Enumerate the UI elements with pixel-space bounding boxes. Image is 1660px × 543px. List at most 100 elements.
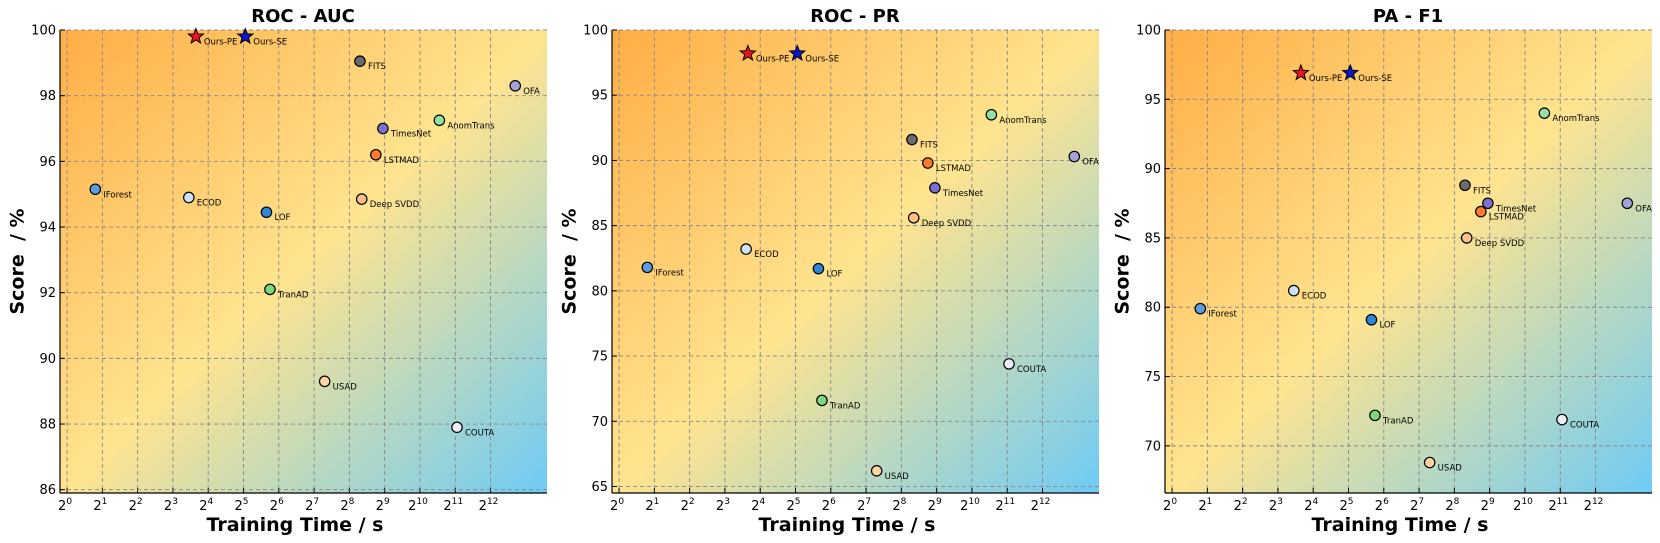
plot-background — [60, 30, 547, 493]
data-point — [355, 193, 368, 205]
data-point-star — [1341, 63, 1360, 81]
x-tick-label: 28 — [340, 497, 354, 514]
x-tick-label: 211 — [443, 497, 463, 514]
point-label: LOF — [274, 213, 290, 223]
x-tick-label: 24 — [1304, 497, 1318, 514]
x-tick-label: 212 — [1584, 497, 1604, 514]
point-label: TimesNet — [390, 130, 432, 140]
x-tick-label: 24 — [751, 497, 765, 514]
data-point — [929, 182, 941, 194]
x-tick-label: 210 — [1513, 497, 1533, 514]
x-tick-label: 27 — [1410, 497, 1424, 514]
data-point — [1460, 232, 1473, 244]
y-tick-label: 86 — [39, 483, 56, 498]
point-label: LOF — [826, 270, 842, 280]
y-axis-label: Score / % — [1112, 208, 1134, 314]
x-tick-label: 22 — [1234, 497, 1248, 514]
y-tick-label: 90 — [1144, 162, 1161, 177]
y-tick-label: 80 — [1144, 301, 1161, 316]
y-tick-label: 75 — [1144, 370, 1161, 385]
x-tick-label: 26 — [270, 497, 284, 514]
point-label: COUTA — [465, 428, 494, 438]
point-label: FITS — [1473, 186, 1491, 196]
data-point — [1365, 313, 1378, 326]
y-tick-label: 88 — [39, 418, 56, 433]
point-label: FITS — [368, 62, 386, 72]
x-tick-label: 23 — [716, 497, 730, 514]
x-axis-label: Training Time / s — [759, 514, 936, 536]
point-label: IForest — [655, 268, 684, 278]
y-tick-label: 100 — [583, 24, 608, 39]
data-point — [1369, 409, 1381, 422]
y-tick-label: 75 — [591, 350, 608, 365]
x-tick-label: 21 — [1198, 497, 1212, 514]
x-tick-label: 22 — [129, 497, 143, 514]
plot-background — [612, 30, 1099, 493]
point-label: ECOD — [197, 198, 222, 208]
y-axis-label: Score / % — [7, 208, 29, 314]
point-label: USAD — [333, 382, 358, 392]
x-tick-label: 26 — [1375, 497, 1389, 514]
point-label: AnomTrans — [447, 121, 495, 131]
x-tick-label: 25 — [786, 497, 800, 514]
y-tick-label: 90 — [39, 352, 56, 367]
x-tick-label: 27 — [857, 497, 871, 514]
data-point-star — [186, 27, 205, 45]
data-point — [906, 133, 918, 146]
y-tick-label: 100 — [1136, 24, 1161, 39]
point-label: TimesNet — [942, 189, 984, 199]
x-tick-label: 21 — [645, 497, 659, 514]
point-label: Ours-SE — [805, 54, 839, 64]
data-point-star — [788, 44, 807, 62]
point-label: COUTA — [1570, 421, 1599, 431]
point-label: ECOD — [1302, 292, 1327, 302]
point-label: OFA — [523, 87, 540, 97]
y-tick-label: 95 — [1144, 93, 1161, 108]
point-label: USAD — [1438, 464, 1463, 474]
data-point — [985, 108, 998, 121]
point-label: AnomTrans — [1552, 114, 1600, 124]
data-point — [377, 122, 389, 135]
chart-panel-2: 20 21 22 23 24 25 26 27 28 29 210 211 212 65 70 75 80 85 9… — [559, 6, 1100, 536]
x-tick-label: 28 — [892, 497, 906, 514]
data-point — [740, 243, 752, 255]
point-label: LSTMAD — [1489, 213, 1524, 223]
data-point — [1288, 284, 1300, 297]
data-point-star — [1291, 63, 1310, 81]
data-point — [907, 212, 920, 224]
x-tick-label: 21 — [93, 497, 107, 514]
chart-panel-3: 20 21 22 23 24 25 26 27 28 29 210 211 212 70 75 80 85 90 9… — [1112, 6, 1653, 536]
data-point — [812, 262, 825, 275]
point-label: AnomTrans — [999, 116, 1047, 126]
y-tick-label: 65 — [591, 480, 608, 495]
data-point-star — [236, 27, 255, 45]
data-point — [89, 183, 102, 196]
data-point — [870, 465, 883, 477]
data-point — [641, 261, 654, 274]
data-point — [354, 55, 366, 67]
data-point — [264, 283, 276, 296]
point-label: OFA — [1635, 204, 1652, 214]
y-tick-label: 94 — [39, 221, 56, 236]
data-point — [1538, 107, 1551, 119]
x-tick-label: 26 — [822, 497, 836, 514]
data-point — [1556, 413, 1568, 426]
x-tick-label: 24 — [199, 497, 213, 514]
x-tick-label: 22 — [681, 497, 695, 514]
point-label: Ours-PE — [204, 38, 238, 48]
chart-title: ROC - AUC — [251, 6, 355, 27]
y-tick-label: 92 — [39, 286, 56, 301]
point-label: ECOD — [754, 250, 779, 260]
data-point — [922, 157, 934, 169]
point-label: Ours-PE — [756, 54, 790, 64]
point-label: FITS — [920, 141, 938, 151]
point-label: USAD — [885, 472, 910, 482]
point-label: Deep SVDD — [1475, 239, 1525, 249]
x-axis-label: Training Time / s — [1312, 514, 1489, 536]
x-tick-label: 20 — [610, 497, 624, 514]
chart-panel-1: 20 21 22 23 24 25 26 27 28 29 210 211 212 86 88 90 92 94 9… — [7, 6, 547, 536]
x-tick-label: 20 — [58, 497, 72, 514]
point-label: Deep SVDD — [370, 200, 420, 210]
y-tick-label: 100 — [31, 24, 56, 39]
plot-background — [1165, 30, 1652, 493]
